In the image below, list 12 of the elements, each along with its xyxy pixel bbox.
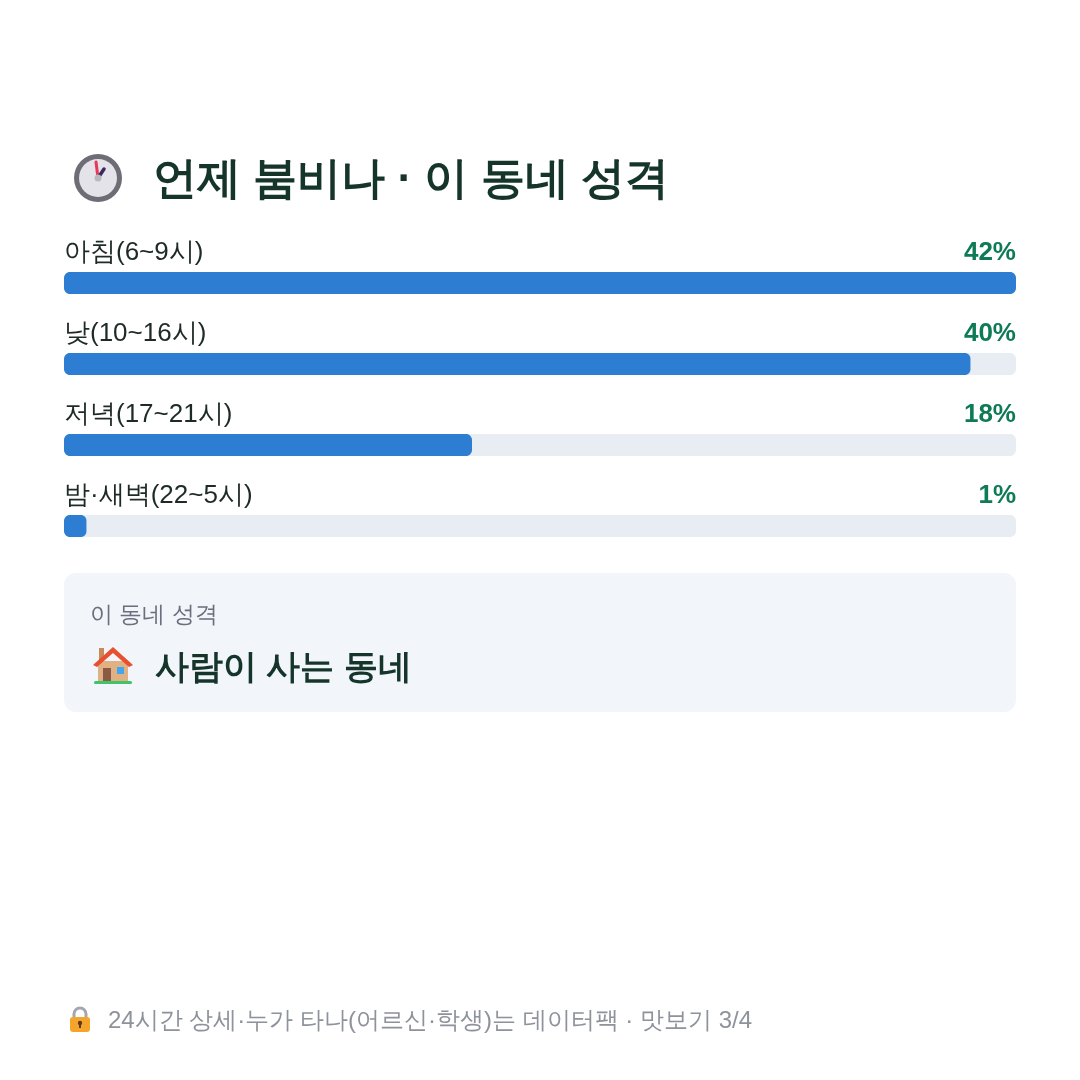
text: 24시간 상세·누가 타나(어르신·학생)는 데이터팩 · 맛보기 3/4 bbox=[108, 1006, 753, 1033]
data-label: 42% bbox=[963, 236, 1016, 266]
y-tick-label: 저녁(17~21시) bbox=[64, 398, 233, 428]
chart-title: 언제 붐비나 · 이 동네 성격 bbox=[153, 153, 669, 202]
y-tick-label: 밤·새벽(22~5시) bbox=[64, 479, 253, 509]
data-label: 40% bbox=[963, 317, 1016, 347]
text: 이 동네 성격 bbox=[90, 601, 218, 627]
text: 사람이 사는 동네 bbox=[155, 647, 412, 685]
y-tick-label: 아침(6~9시) bbox=[64, 236, 204, 266]
data-label: 18% bbox=[963, 398, 1016, 428]
y-tick-label: 낮(10~16시) bbox=[64, 317, 207, 347]
data-label: 1% bbox=[978, 479, 1016, 509]
